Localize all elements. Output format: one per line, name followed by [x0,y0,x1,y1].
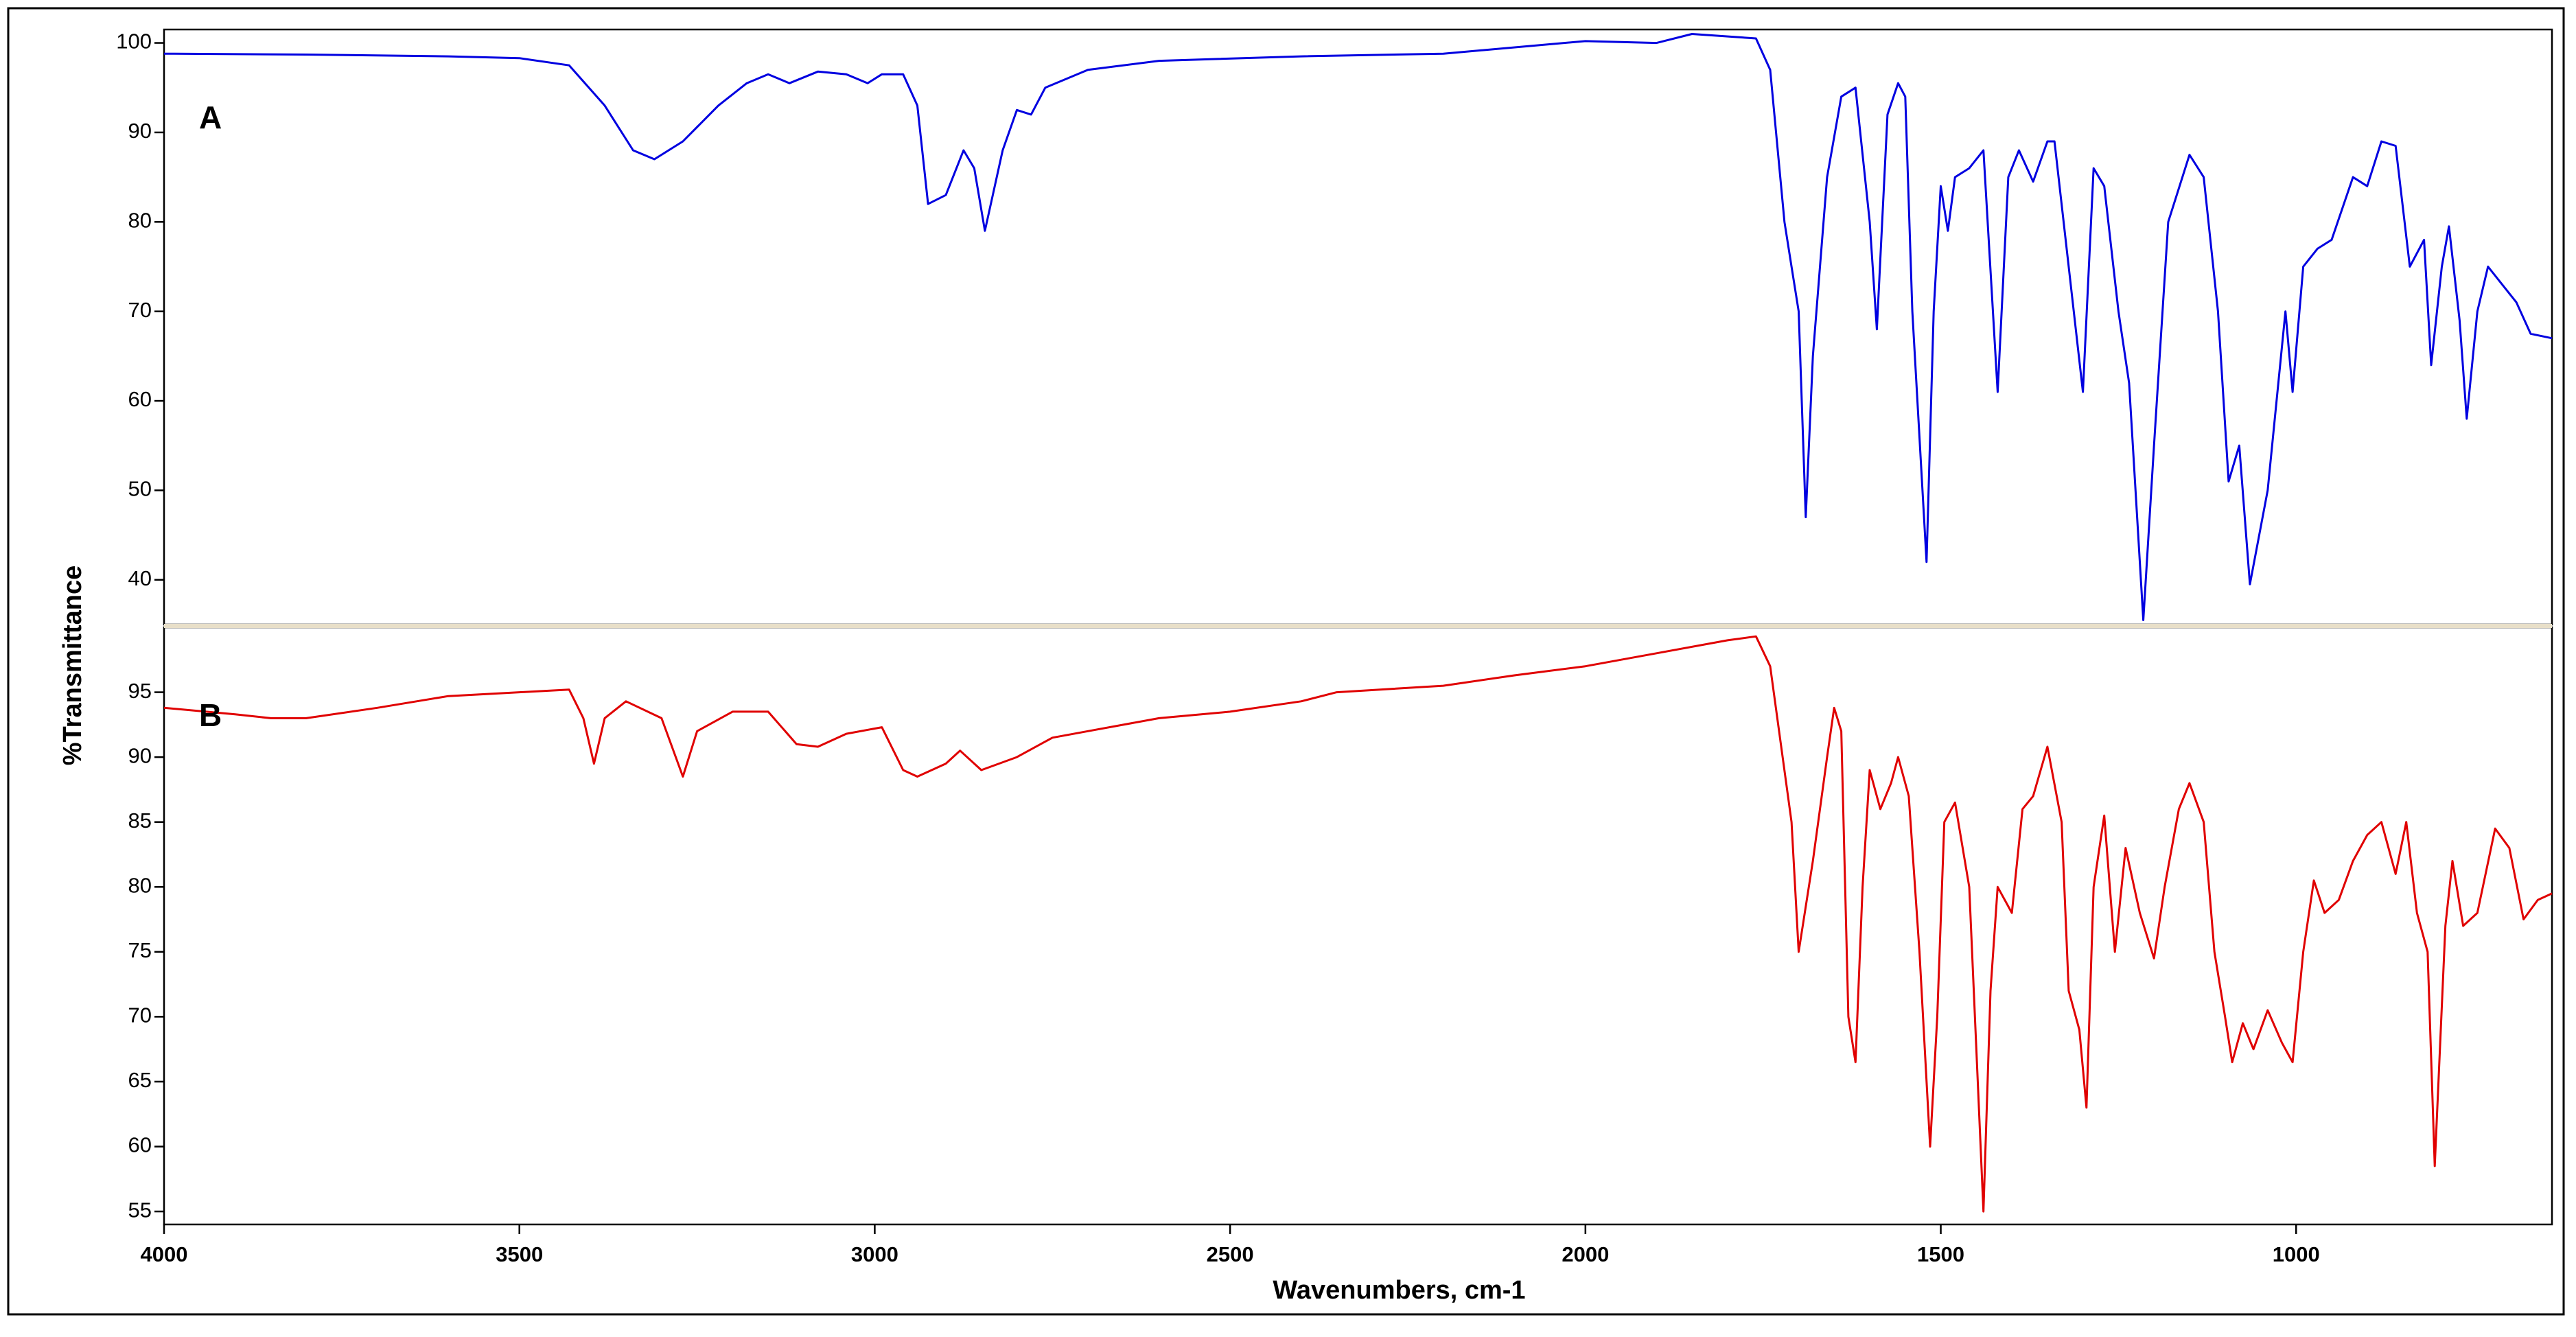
x-tick-label: 4000 [141,1242,188,1266]
y-tick-label: 60 [128,1133,152,1157]
panel-frame [163,626,2553,1226]
outer-frame [7,7,2565,1316]
y-tick-label: 55 [128,1198,152,1222]
y-tick-label: 75 [128,938,152,962]
y-tick-label: 90 [128,119,152,143]
y-tick-label: 40 [128,566,152,590]
y-tick-label: 80 [128,873,152,897]
y-tick-label: 85 [128,809,152,833]
x-tick-label: 3500 [496,1242,543,1266]
y-tick-label: 80 [128,208,152,232]
panel-label: A [199,100,222,135]
x-tick-label: 3000 [851,1242,898,1266]
y-tick-label: 95 [128,679,152,703]
x-axis-title: Wavenumbers, cm-1 [1273,1276,1525,1305]
x-tick-label: 2500 [1207,1242,1254,1266]
y-tick-label: 70 [128,1003,152,1027]
y-tick-label: 60 [128,387,152,411]
y-tick-label: 65 [128,1068,152,1092]
spectrum-line [163,33,2553,621]
y-axis-title: %Transmittance [58,566,87,765]
y-tick-label: 100 [116,30,152,54]
y-tick-label: 50 [128,477,152,501]
panel-label: B [199,697,222,733]
panel-frame [163,28,2553,626]
x-tick-label: 1000 [2273,1242,2320,1266]
x-tick-label: 2000 [1562,1242,1609,1266]
y-tick-label: 90 [128,743,152,767]
y-tick-label: 70 [128,298,152,322]
spectrum-line [163,635,2553,1213]
x-tick-label: 1500 [1917,1242,1964,1266]
